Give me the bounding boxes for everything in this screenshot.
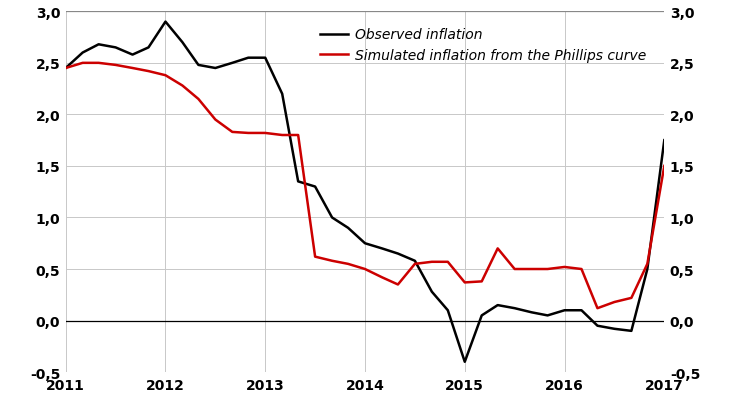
Observed inflation	[377, 246, 386, 251]
Line: Simulated inflation from the Phillips curve: Simulated inflation from the Phillips cu…	[66, 64, 664, 308]
Observed inflation	[593, 324, 602, 328]
Simulated inflation from the Phillips curve	[311, 254, 320, 259]
Observed inflation	[311, 184, 320, 189]
Observed inflation	[410, 258, 419, 263]
Simulated inflation from the Phillips curve	[261, 131, 269, 136]
Observed inflation	[61, 66, 70, 71]
Observed inflation	[94, 43, 103, 47]
Simulated inflation from the Phillips curve	[344, 262, 353, 267]
Simulated inflation from the Phillips curve	[660, 164, 669, 169]
Observed inflation	[194, 63, 203, 68]
Simulated inflation from the Phillips curve	[461, 280, 469, 285]
Simulated inflation from the Phillips curve	[78, 61, 87, 66]
Observed inflation	[328, 216, 337, 220]
Observed inflation	[393, 252, 402, 256]
Observed inflation	[643, 267, 652, 272]
Observed inflation	[178, 40, 187, 45]
Observed inflation	[261, 56, 269, 61]
Observed inflation	[211, 66, 220, 71]
Simulated inflation from the Phillips curve	[111, 63, 120, 68]
Simulated inflation from the Phillips curve	[161, 74, 170, 79]
Observed inflation	[461, 360, 469, 364]
Simulated inflation from the Phillips curve	[477, 279, 486, 284]
Observed inflation	[660, 138, 669, 143]
Observed inflation	[293, 180, 302, 184]
Simulated inflation from the Phillips curve	[361, 267, 369, 272]
Simulated inflation from the Phillips curve	[293, 133, 302, 138]
Simulated inflation from the Phillips curve	[428, 260, 437, 265]
Observed inflation	[627, 328, 636, 333]
Simulated inflation from the Phillips curve	[328, 258, 337, 263]
Observed inflation	[477, 313, 486, 318]
Simulated inflation from the Phillips curve	[194, 97, 203, 102]
Observed inflation	[78, 51, 87, 56]
Observed inflation	[144, 46, 153, 51]
Observed inflation	[361, 241, 369, 246]
Observed inflation	[344, 226, 353, 231]
Observed inflation	[527, 310, 536, 315]
Observed inflation	[543, 313, 552, 318]
Simulated inflation from the Phillips curve	[211, 118, 220, 123]
Simulated inflation from the Phillips curve	[61, 66, 70, 71]
Simulated inflation from the Phillips curve	[410, 262, 419, 267]
Observed inflation	[128, 53, 137, 58]
Observed inflation	[493, 303, 502, 308]
Observed inflation	[278, 92, 287, 97]
Observed inflation	[161, 20, 170, 25]
Observed inflation	[428, 290, 437, 294]
Observed inflation	[228, 61, 237, 66]
Simulated inflation from the Phillips curve	[94, 61, 103, 66]
Simulated inflation from the Phillips curve	[377, 275, 386, 280]
Simulated inflation from the Phillips curve	[527, 267, 536, 272]
Simulated inflation from the Phillips curve	[493, 246, 502, 251]
Line: Observed inflation: Observed inflation	[66, 22, 664, 362]
Observed inflation	[244, 56, 253, 61]
Simulated inflation from the Phillips curve	[443, 260, 452, 265]
Simulated inflation from the Phillips curve	[178, 84, 187, 89]
Observed inflation	[510, 306, 519, 311]
Observed inflation	[577, 308, 586, 313]
Simulated inflation from the Phillips curve	[128, 66, 137, 71]
Simulated inflation from the Phillips curve	[610, 300, 619, 305]
Simulated inflation from the Phillips curve	[543, 267, 552, 272]
Simulated inflation from the Phillips curve	[593, 306, 602, 311]
Simulated inflation from the Phillips curve	[560, 265, 569, 270]
Simulated inflation from the Phillips curve	[627, 296, 636, 301]
Legend: Observed inflation, Simulated inflation from the Phillips curve: Observed inflation, Simulated inflation …	[315, 23, 651, 69]
Simulated inflation from the Phillips curve	[144, 70, 153, 74]
Simulated inflation from the Phillips curve	[244, 131, 253, 136]
Observed inflation	[610, 326, 619, 331]
Observed inflation	[560, 308, 569, 313]
Simulated inflation from the Phillips curve	[510, 267, 519, 272]
Simulated inflation from the Phillips curve	[643, 262, 652, 267]
Simulated inflation from the Phillips curve	[393, 282, 402, 287]
Simulated inflation from the Phillips curve	[577, 267, 586, 272]
Observed inflation	[111, 46, 120, 51]
Simulated inflation from the Phillips curve	[278, 133, 287, 138]
Observed inflation	[443, 308, 452, 313]
Simulated inflation from the Phillips curve	[228, 130, 237, 135]
